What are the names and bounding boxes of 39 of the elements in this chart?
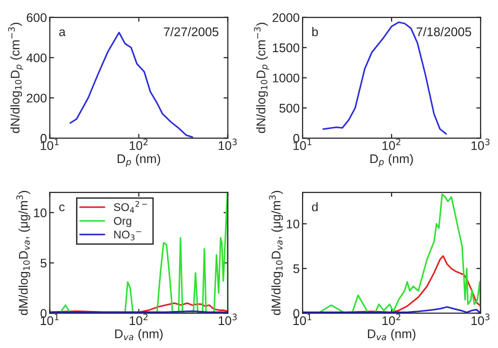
x-axis-title: D$_{p}$ (nm) <box>118 154 160 167</box>
y-tick-label: 600 <box>26 13 47 22</box>
y-tick-label: 0 <box>293 309 300 318</box>
y-tick-label: 10 <box>286 220 300 228</box>
annotation: b <box>312 27 318 36</box>
x-axis-title: D$_{p}$ (nm) <box>370 154 413 167</box>
annotation: d <box>312 202 318 212</box>
y-axis-title: dN/dlog$_{10}$D$_{p}$ (cm$^{−3}$) <box>8 22 24 134</box>
x-axis-title: D$_{va}$ (nm) <box>115 329 163 341</box>
x-tick-label: 10$^{2}$ <box>130 138 148 150</box>
legend-label: SO$_{4}$$^{2−}$ <box>114 200 148 213</box>
x-axis-title: D$_{va}$ (nm) <box>368 329 416 341</box>
y-tick-label: 10 <box>34 208 47 218</box>
annotation: a <box>59 29 66 36</box>
y-tick-label: 0 <box>293 134 300 143</box>
y-tick-label: 400 <box>26 53 47 62</box>
y-tick-label: 1000 <box>272 74 300 82</box>
x-tick-label: 10$^{3}$ <box>472 138 490 150</box>
y-tick-label: 200 <box>26 94 47 103</box>
y-tick-label: 500 <box>279 104 300 113</box>
y-axis-title: dM/dlog$_{10}$D$_{va}$, (μg/m$^{3}$) <box>269 190 283 316</box>
legend-label: NO$_{3}$$^{−}$ <box>114 230 142 240</box>
x-tick-label: 10$^{2}$ <box>382 138 400 150</box>
y-tick-label: 5 <box>40 258 46 268</box>
annotation: 7/18/2005 <box>416 27 472 36</box>
x-tick-label: 10$^{3}$ <box>472 314 490 326</box>
y-axis-title: dN/dlog$_{10}$D$_{p}$ (cm$^{−3}$) <box>254 22 270 134</box>
y-axis-title: dM/dlog$_{10}$D$_{va}$, (μg/m$^{3}$) <box>16 190 30 316</box>
annotation: 7/27/2005 <box>164 27 218 36</box>
annotation: c <box>59 204 65 212</box>
y-tick-label: 5 <box>293 264 300 274</box>
legend-label: Org <box>114 216 132 228</box>
y-tick-label: 1500 <box>272 43 300 52</box>
x-tick-label: 10$^{2}$ <box>130 314 148 326</box>
y-tick-label: 2000 <box>272 13 300 22</box>
y-tick-label: 0 <box>40 134 47 143</box>
x-tick-label: 10$^{3}$ <box>218 138 237 150</box>
x-tick-label: 10$^{2}$ <box>382 314 400 326</box>
x-tick-label: 10$^{3}$ <box>218 314 237 326</box>
